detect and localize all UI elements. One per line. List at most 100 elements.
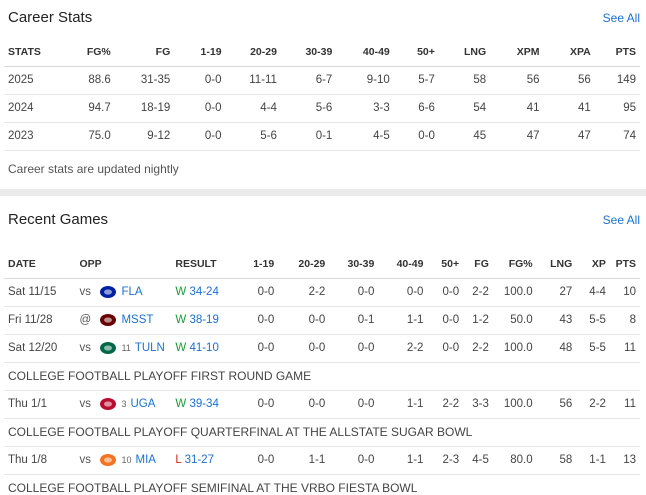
games-col-40-49: 40-49 — [378, 250, 428, 279]
career-cell: 41 — [543, 94, 595, 123]
team-logo-icon — [99, 313, 117, 327]
career-stats-note: Career stats are updated nightly — [8, 162, 179, 176]
games-col-20-29: 20-29 — [278, 250, 330, 279]
game-stat-s3: 0-0 — [329, 446, 379, 475]
home-away-indicator: vs — [79, 398, 91, 410]
game-score-link[interactable]: 38-19 — [189, 314, 219, 326]
recent-see-all-link[interactable]: See All — [602, 212, 640, 227]
game-score-link[interactable]: 34-24 — [189, 286, 219, 298]
game-result-cell: W 34-24 — [171, 278, 241, 307]
career-cell: 56 — [490, 66, 544, 95]
career-cell: 6-6 — [393, 94, 439, 123]
game-row: Sat 11/15 vs FLA W 34-24 0-0 2-2 0-0 0-0 0-0 2-2 1… — [4, 278, 640, 307]
home-away-indicator: vs — [79, 286, 91, 298]
game-opponent-cell: vs 11 TULN — [75, 334, 172, 363]
career-col-50-: 50+ — [393, 38, 439, 67]
opponent-rank: 3 — [121, 399, 127, 409]
game-stat-s2: 1-1 — [278, 446, 330, 475]
recent-games-header: Recent Games See All — [8, 211, 640, 228]
career-col-xpa: XPA — [543, 38, 595, 67]
career-cell: 74 — [594, 122, 640, 151]
career-col-1-19: 1-19 — [174, 38, 226, 67]
opponent-wrap: vs 10 MIA — [79, 453, 167, 467]
opponent-link[interactable]: UGA — [130, 398, 156, 410]
game-stat-xp: 2-2 — [576, 390, 610, 419]
career-cell: 54 — [438, 94, 491, 123]
game-stat-s2: 0-0 — [278, 334, 330, 363]
career-stats-title: Career Stats — [8, 9, 93, 26]
career-cell: 94.7 — [61, 94, 115, 123]
games-col-fg-: FG% — [492, 250, 537, 279]
section-divider — [0, 189, 646, 196]
game-stat-s1: 0-0 — [240, 278, 279, 307]
career-cell: 0-0 — [174, 94, 226, 123]
opponent-link[interactable]: MIA — [135, 454, 156, 466]
games-col-pts: PTS — [609, 250, 640, 279]
game-stat-pts: 13 — [609, 446, 640, 475]
career-col-lng: LNG — [438, 38, 491, 67]
game-stat-s4: 1-1 — [378, 390, 428, 419]
game-stat-pts: 10 — [609, 278, 640, 307]
opponent-link[interactable]: MSST — [121, 314, 154, 326]
game-event-label: COLLEGE FOOTBALL PLAYOFF SEMIFINAL AT TH… — [4, 474, 640, 495]
team-logo-icon — [99, 285, 117, 299]
career-see-all-link[interactable]: See All — [602, 10, 640, 25]
career-col-pts: PTS — [594, 38, 640, 67]
game-result-cell: L 31-27 — [171, 446, 241, 475]
games-header-row: DATE OPP RESULT 1-19 20-29 30-39 40-49 50+ FG FG%… — [4, 250, 640, 279]
career-season: 2023 — [4, 122, 62, 151]
games-col-30-39: 30-39 — [329, 250, 379, 279]
game-stat-pts: 8 — [609, 306, 640, 335]
game-stat-xp: 4-4 — [576, 278, 610, 307]
game-stat-s1: 0-0 — [240, 446, 279, 475]
career-cell: 4-5 — [336, 122, 394, 151]
game-result-cell: W 38-19 — [171, 306, 241, 335]
career-col-20-29: 20-29 — [225, 38, 281, 67]
game-stat-s4: 1-1 — [378, 306, 428, 335]
game-stat-xp: 5-5 — [576, 334, 610, 363]
career-row: 2025 88.6 31-35 0-0 11-11 6-7 9-10 5-7 58 56 56 149 — [4, 66, 640, 95]
game-stat-s3: 0-0 — [329, 278, 379, 307]
game-date: Fri 11/28 — [4, 306, 76, 335]
game-stat-pts: 11 — [609, 390, 640, 419]
games-col-xp: XP — [576, 250, 610, 279]
game-opponent-cell: vs FLA — [75, 278, 172, 307]
career-cell: 0-0 — [174, 122, 226, 151]
team-logo-icon — [99, 341, 117, 355]
game-stat-s5: 0-0 — [427, 334, 464, 363]
game-stat-s2: 0-0 — [278, 390, 330, 419]
game-stat-s4: 1-1 — [378, 446, 428, 475]
home-away-indicator: @ — [79, 314, 92, 326]
game-stat-s4: 0-0 — [378, 278, 428, 307]
career-cell: 4-4 — [225, 94, 281, 123]
career-cell: 47 — [543, 122, 595, 151]
game-score-link[interactable]: 41-10 — [189, 342, 219, 354]
opponent-link[interactable]: FLA — [121, 286, 143, 298]
game-date: Thu 1/8 — [4, 446, 76, 475]
game-stat-s3: 0-0 — [329, 390, 379, 419]
career-col-40-49: 40-49 — [336, 38, 394, 67]
game-stat-fg: 1-2 — [463, 306, 493, 335]
game-row: Thu 1/1 vs 3 UGA W 39-34 0-0 0-0 0-0 1-1 2-2 3-3 10… — [4, 390, 640, 419]
game-result-outcome: W — [175, 314, 187, 326]
games-col-date: DATE — [4, 250, 76, 279]
career-col-stats: STATS — [4, 38, 62, 67]
game-stat-s4: 2-2 — [378, 334, 428, 363]
games-col-50-: 50+ — [427, 250, 464, 279]
game-score-link[interactable]: 39-34 — [189, 398, 219, 410]
game-result-outcome: W — [175, 286, 187, 298]
game-score-link[interactable]: 31-27 — [184, 454, 214, 466]
career-cell: 0-1 — [280, 122, 337, 151]
game-stat-s1: 0-0 — [240, 306, 279, 335]
game-stat-s5: 2-2 — [427, 390, 464, 419]
game-opponent-cell: vs 10 MIA — [75, 446, 172, 475]
game-stat-fg: 4-5 — [463, 446, 493, 475]
career-cell: 149 — [594, 66, 640, 95]
game-stat-pct: 50.0 — [492, 306, 537, 335]
game-date: Thu 1/1 — [4, 390, 76, 419]
games-col-fg: FG — [463, 250, 493, 279]
game-result-cell: W 41-10 — [171, 334, 241, 363]
game-stat-fg: 2-2 — [463, 334, 493, 363]
opponent-link[interactable]: TULN — [134, 342, 165, 354]
career-cell: 5-6 — [280, 94, 337, 123]
